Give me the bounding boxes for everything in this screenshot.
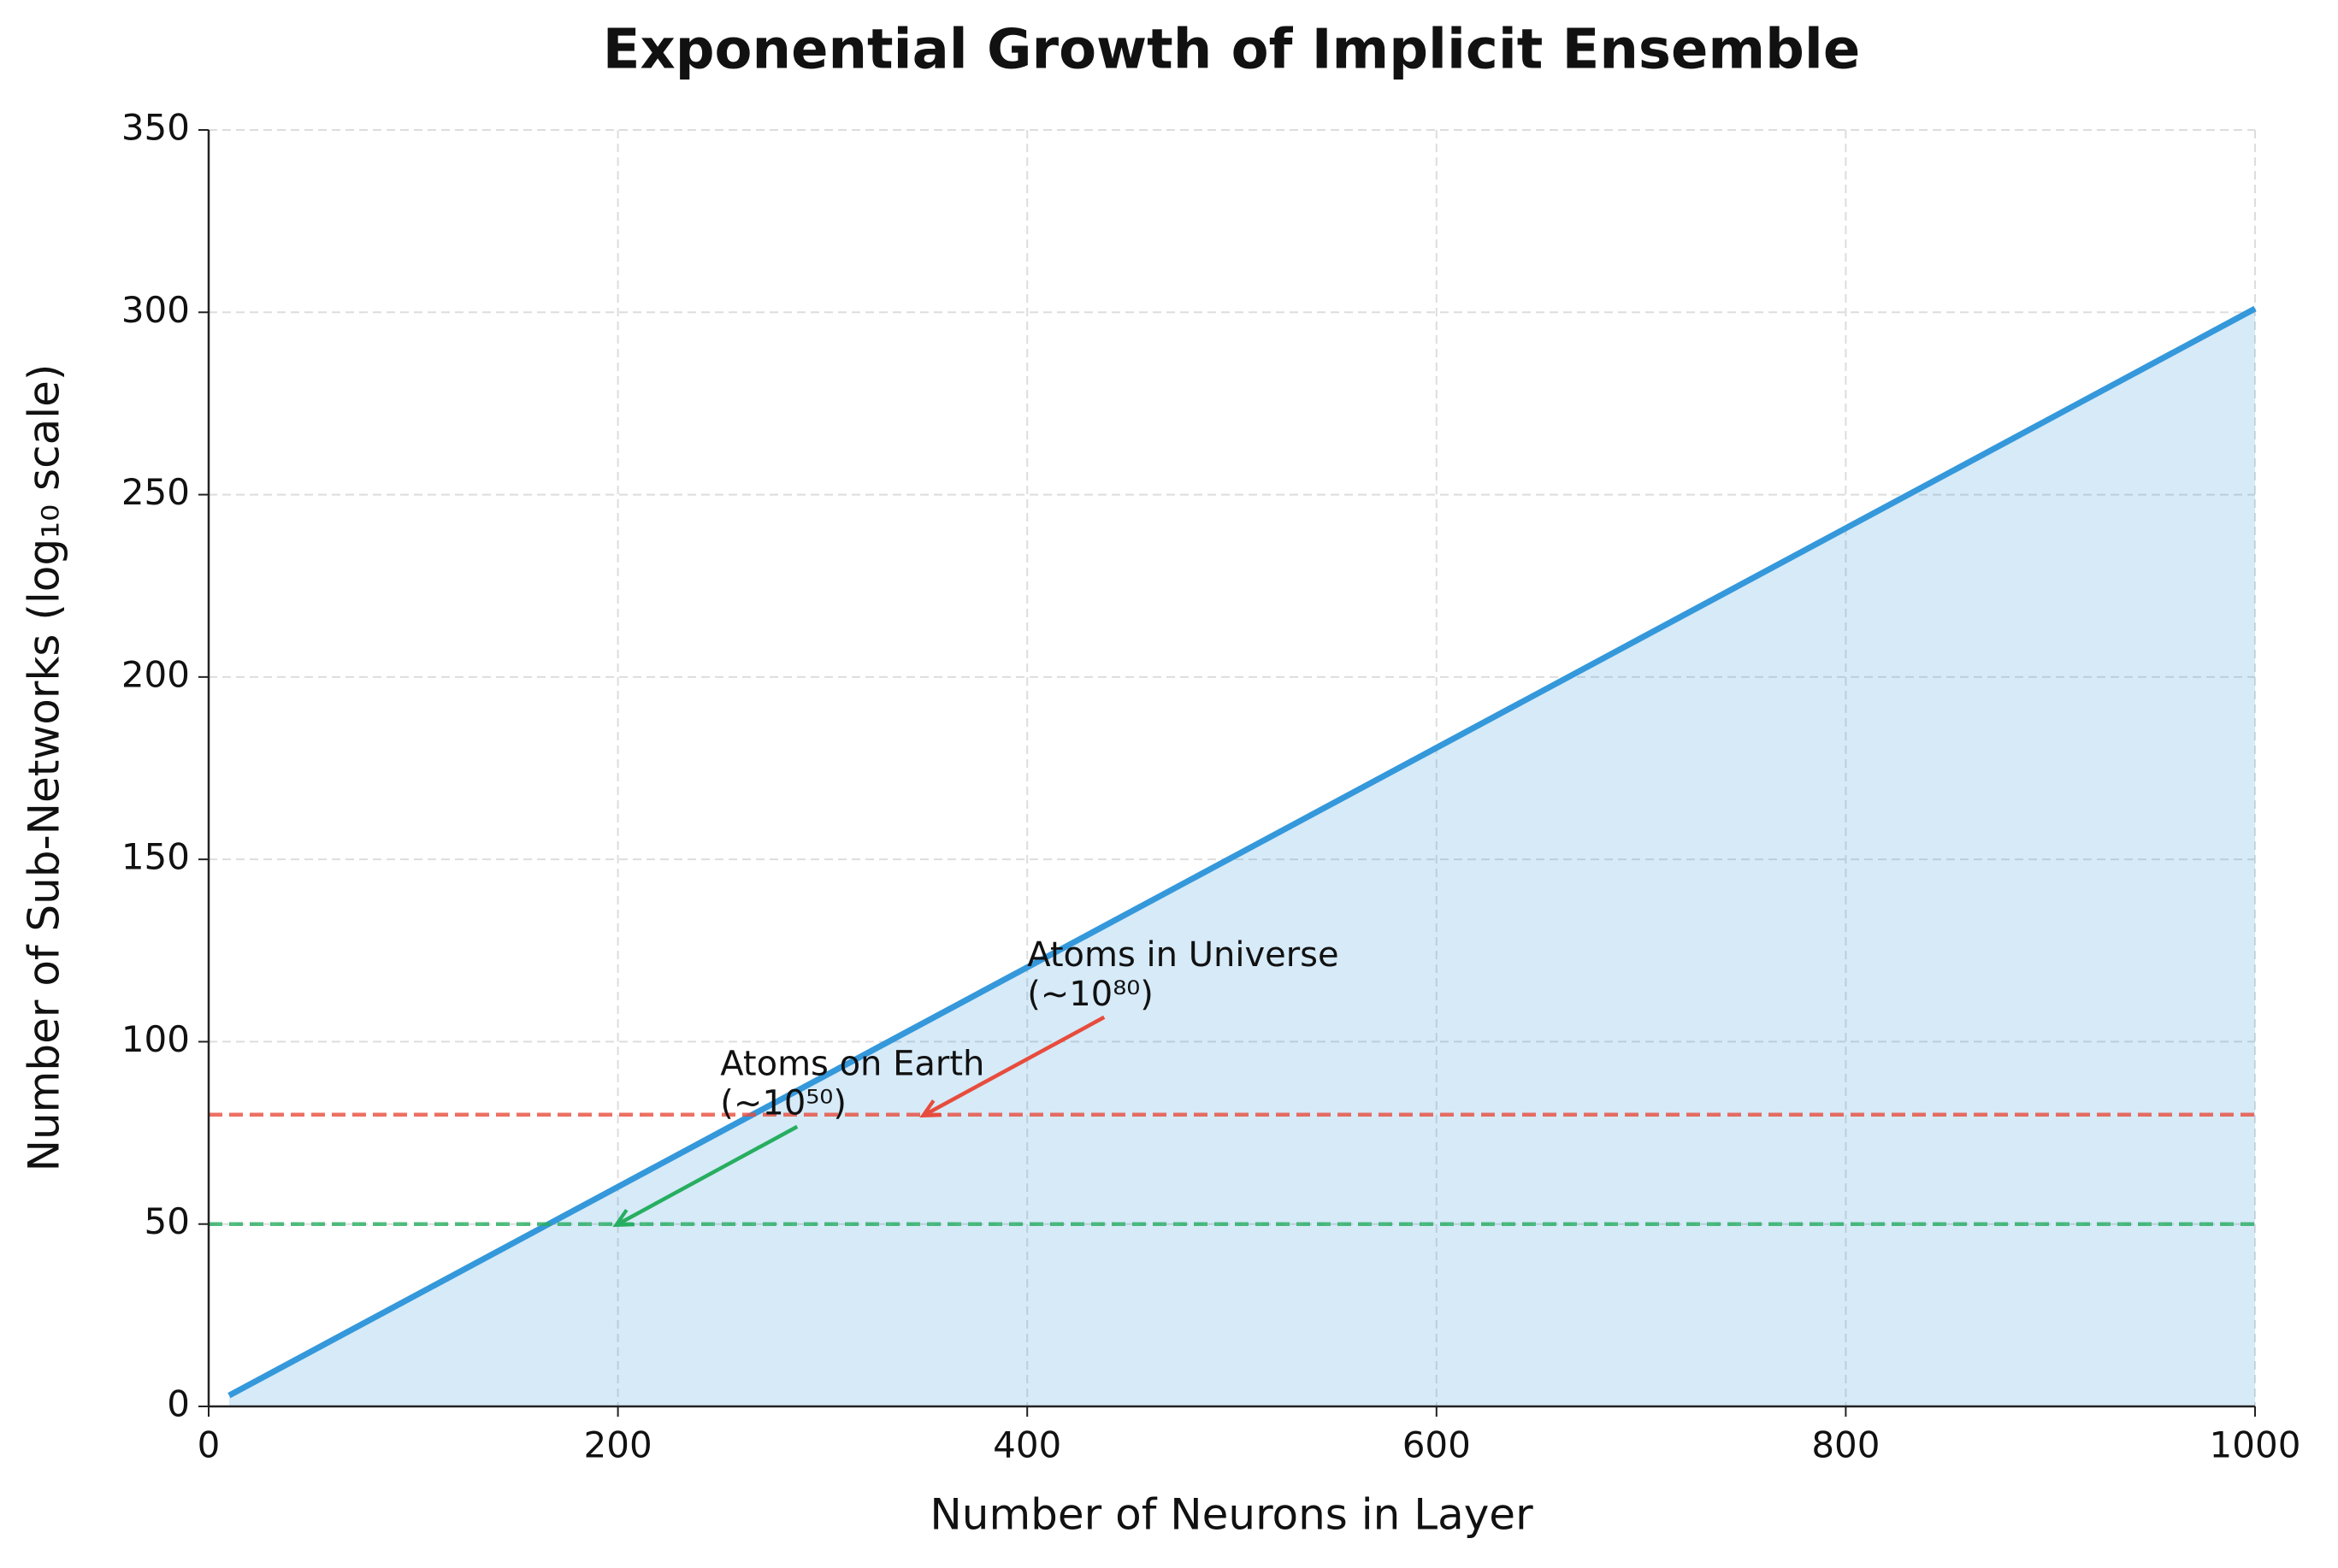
x-tick-label: 600 — [1402, 1424, 1471, 1466]
x-tick-label: 800 — [1811, 1424, 1880, 1466]
x-axis-label: Number of Neurons in Layer — [930, 1490, 1533, 1540]
annotation-text: (~10⁵⁰) — [720, 1084, 847, 1123]
x-tick-label: 1000 — [2210, 1424, 2301, 1466]
x-tick-label: 400 — [993, 1424, 1061, 1466]
annotation-arrow — [612, 1124, 799, 1228]
y-tick-label: 250 — [121, 471, 190, 513]
annotation-text: Atoms in Universe — [1027, 935, 1338, 975]
y-tick-label: 300 — [121, 289, 190, 331]
line — [227, 305, 2257, 1399]
x-tick-label: 0 — [198, 1424, 221, 1466]
y-tick-label: 0 — [167, 1383, 190, 1425]
y-tick-label: 50 — [145, 1200, 190, 1242]
plot-area — [209, 305, 2257, 1406]
x-tick-label: 200 — [584, 1424, 652, 1466]
y-tick-label: 150 — [121, 836, 190, 878]
chart-title: Exponential Growth of Implicit Ensemble — [603, 19, 1861, 82]
y-tick-label: 350 — [121, 107, 190, 149]
annotation-text: (~10⁸⁰) — [1027, 975, 1154, 1014]
y-tick-label: 200 — [121, 653, 190, 695]
annotation-text: Atoms on Earth — [720, 1045, 984, 1084]
y-tick-label: 100 — [121, 1018, 190, 1060]
annotation-arrow — [919, 1015, 1106, 1118]
y-axis-label: Number of Sub-Networks (log₁₀ scale) — [20, 364, 69, 1172]
